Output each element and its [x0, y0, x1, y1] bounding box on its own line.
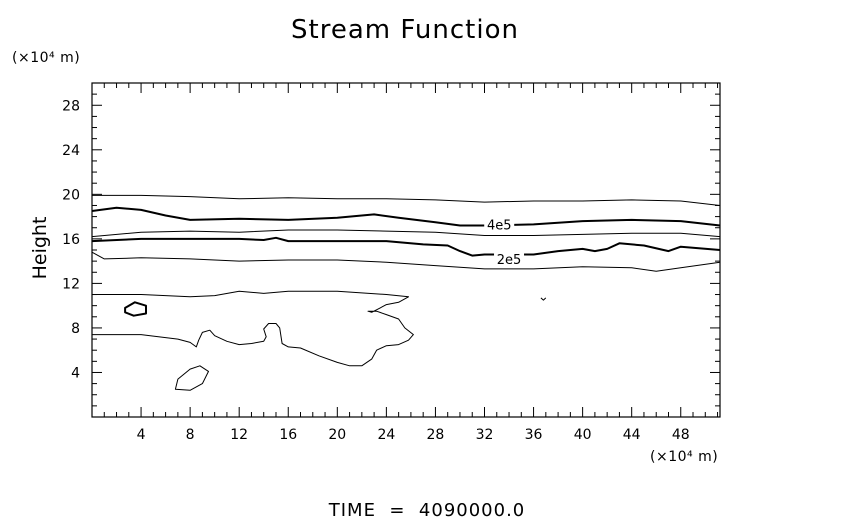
x-tick-label: 12: [230, 427, 248, 443]
y-tick-label: 8: [71, 321, 80, 337]
y-tick-label: 4: [71, 365, 80, 381]
x-tick-label: 44: [623, 427, 641, 443]
contour-label-backdrop: [494, 250, 525, 266]
x-tick-label: 20: [328, 427, 346, 443]
contour-label-backdrop: [484, 216, 515, 232]
y-tick-label: 24: [62, 143, 80, 159]
y-tick-label: 20: [62, 187, 80, 203]
contour-label: 2e5: [497, 253, 522, 268]
y-unit-label: (×10⁴ m): [12, 50, 80, 66]
x-tick-label: 8: [186, 427, 195, 443]
time-footer: TIME = 4090000.0: [328, 500, 526, 519]
axis-ticks: [92, 83, 720, 417]
x-tick-labels: 4 8 12 16 20 24 28 32 36 40 44 48: [137, 427, 690, 443]
contour-label: 4e5: [487, 218, 512, 233]
contour-line: [92, 194, 721, 206]
contour-line-bold: [91, 206, 721, 227]
x-tick-label: 36: [525, 427, 543, 443]
x-tick-label: 28: [427, 427, 445, 443]
contour-lines: [91, 194, 721, 391]
contour-line-bold: [124, 301, 147, 317]
chart-title: Stream Function: [291, 15, 519, 45]
contour-line: [91, 229, 721, 238]
contour-line: [91, 251, 721, 272]
y-tick-labels: 4 8 12 16 20 24 28: [62, 98, 80, 381]
x-tick-label: 32: [476, 427, 494, 443]
plot-frame: [91, 82, 721, 418]
contour-labels: 4e5 2e5: [484, 216, 525, 268]
x-tick-label: 4: [137, 427, 146, 443]
y-tick-label: 28: [62, 98, 80, 114]
x-tick-label: 16: [279, 427, 297, 443]
contour-line-bold: [91, 236, 721, 257]
x-tick-label: 48: [672, 427, 690, 443]
y-axis-label: Height: [29, 217, 51, 280]
x-tick-label: 40: [574, 427, 592, 443]
x-tick-label: 24: [377, 427, 395, 443]
y-tick-label: 16: [62, 232, 80, 248]
contour-line: [174, 365, 209, 391]
contour-line: [540, 297, 547, 301]
x-unit-label: (×10⁴ m): [650, 449, 718, 465]
y-tick-label: 12: [62, 276, 80, 292]
contour-line: [92, 290, 414, 367]
